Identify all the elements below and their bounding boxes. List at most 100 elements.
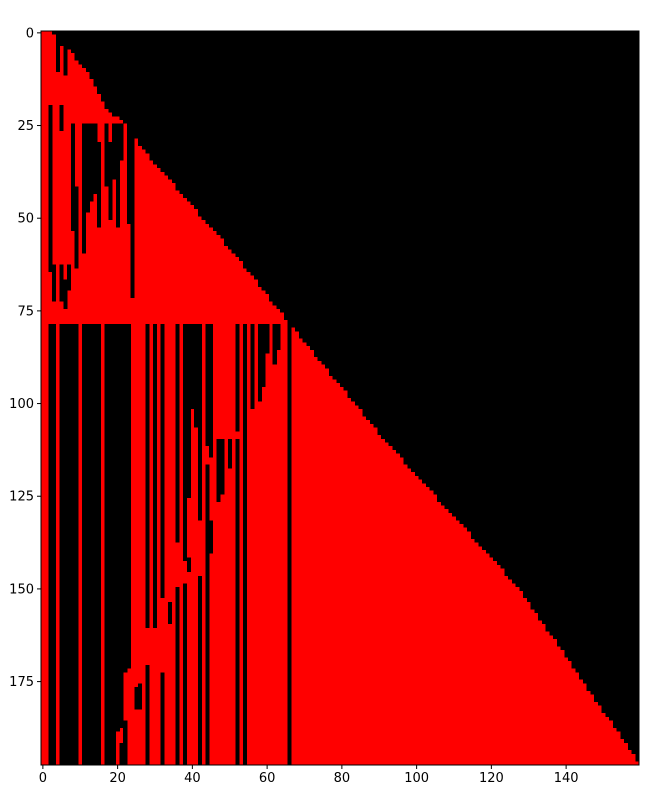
- heatmap-row-fill: [41, 472, 415, 477]
- heatmap-row-fill: [41, 86, 98, 91]
- empty-cell-run: [59, 323, 64, 765]
- heatmap-row-fill: [41, 257, 240, 262]
- heatmap-row-fill: [41, 705, 602, 710]
- heatmap-row-fill: [41, 475, 419, 480]
- heatmap-row-fill: [41, 750, 632, 755]
- empty-cell-run: [134, 687, 139, 710]
- empty-cell-run: [52, 323, 57, 765]
- empty-cell-run: [242, 323, 247, 765]
- empty-cell-run: [89, 323, 94, 765]
- y-tick-label: 25: [17, 119, 34, 134]
- heatmap-row-fill: [41, 679, 583, 684]
- heatmap-row-fill: [41, 268, 247, 273]
- heatmap-row-fill: [41, 264, 243, 269]
- empty-cell-run: [59, 31, 64, 46]
- heatmap-row-fill: [41, 735, 621, 740]
- heatmap-row-fill: [41, 360, 322, 366]
- empty-cell-run: [261, 323, 266, 387]
- empty-cell-run: [235, 323, 240, 432]
- empty-cell-run: [168, 601, 173, 625]
- heatmap-row-fill: [41, 650, 565, 655]
- y-tick-label: 0: [26, 26, 34, 41]
- heatmap-row-fill: [41, 101, 105, 106]
- heatmap-row-fill: [41, 716, 610, 721]
- empty-cell-run: [126, 123, 131, 224]
- heatmap-row-fill: [41, 713, 606, 718]
- heatmap-row-fill: [41, 542, 479, 547]
- heatmap-row-fill: [41, 338, 303, 343]
- heatmap-row-fill: [41, 701, 598, 707]
- x-tick-label: 20: [109, 771, 126, 786]
- heatmap-row-fill: [41, 290, 266, 295]
- heatmap-row-fill: [41, 549, 486, 555]
- empty-cell-run: [85, 323, 90, 765]
- heatmap-row-fill: [41, 731, 621, 736]
- x-tick-label: 0: [39, 771, 47, 786]
- empty-cell-run: [82, 323, 87, 765]
- heatmap-row-fill: [41, 331, 299, 336]
- empty-cell-run: [115, 323, 120, 732]
- x-tick-label: 120: [479, 771, 504, 786]
- empty-cell-run: [209, 323, 214, 458]
- heatmap-row-fill: [41, 757, 636, 762]
- heatmap-row-fill: [41, 260, 243, 265]
- heatmap-row-fill: [41, 546, 483, 551]
- heatmap-row-fill: [41, 45, 68, 50]
- heatmap-row-fill: [41, 283, 258, 288]
- heatmap-row-fill: [41, 742, 628, 747]
- empty-cell-run: [220, 438, 225, 495]
- heatmap-row-fill: [41, 524, 464, 529]
- empty-cell-run: [186, 557, 191, 573]
- empty-cell-run: [59, 105, 64, 132]
- heatmap-row-fill: [41, 531, 471, 536]
- heatmap-row-fill: [41, 690, 591, 695]
- empty-cell-run: [227, 438, 232, 469]
- empty-cell-run: [123, 323, 128, 673]
- heatmap-row-fill: [41, 105, 105, 110]
- heatmap-row-fill: [41, 323, 292, 328]
- empty-cell-run: [287, 323, 292, 765]
- empty-cell-run: [186, 323, 191, 499]
- empty-cell-run: [93, 123, 98, 195]
- empty-cell-run: [197, 575, 203, 765]
- empty-cell-run: [97, 323, 102, 765]
- empty-cell-run: [130, 123, 135, 298]
- heatmap-row-fill: [41, 653, 565, 658]
- empty-cell-run: [183, 583, 188, 765]
- heatmap-row-fill: [41, 631, 550, 636]
- empty-cell-run: [123, 720, 128, 765]
- heatmap-row-fill: [41, 249, 232, 254]
- heatmap-row-fill: [41, 479, 423, 484]
- y-tick-label: 75: [17, 304, 34, 319]
- heatmap-row-fill: [41, 416, 367, 421]
- heatmap-row-fill: [41, 583, 516, 588]
- heatmap-row-fill: [41, 82, 94, 88]
- empty-cell-run: [276, 323, 281, 350]
- heatmap-row-fill: [41, 664, 572, 670]
- empty-cell-run: [190, 323, 195, 410]
- heatmap-row-fill: [41, 709, 602, 714]
- heatmap-row-fill: [41, 320, 288, 325]
- heatmap-row-fill: [41, 119, 124, 125]
- empty-cell-run: [160, 323, 165, 599]
- y-tick-label: 50: [17, 212, 34, 227]
- heatmap-row-fill: [41, 279, 258, 284]
- heatmap-row-fill: [41, 646, 561, 651]
- heatmap-row-fill: [41, 624, 546, 629]
- empty-cell-run: [216, 438, 221, 502]
- empty-cell-run: [115, 123, 120, 228]
- heatmap-row-fill: [41, 561, 497, 566]
- heatmap-row-fill: [41, 42, 64, 47]
- heatmap-row-fill: [41, 676, 580, 681]
- empty-cell-run: [205, 323, 210, 447]
- heatmap-row-fill: [41, 661, 572, 666]
- heatmap-row-fill: [41, 557, 494, 562]
- empty-cell-run: [70, 123, 75, 232]
- heatmap-row-fill: [41, 94, 101, 99]
- heatmap-row-fill: [41, 527, 468, 532]
- empty-cell-run: [265, 323, 270, 354]
- heatmap-row-fill: [41, 312, 284, 317]
- y-axis: 0 25 50 75 100 125 150 175: [9, 26, 41, 690]
- heatmap-row-fill: [41, 108, 109, 113]
